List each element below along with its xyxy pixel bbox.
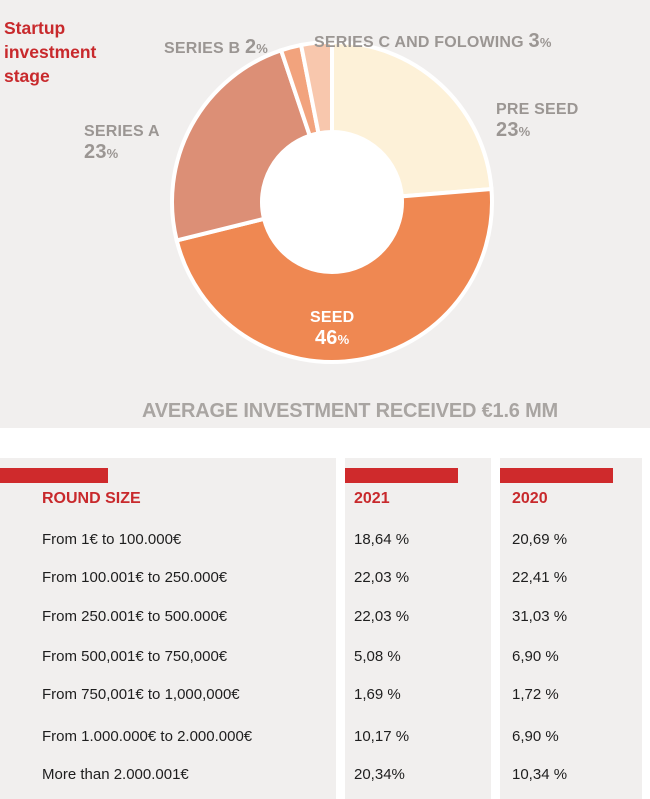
cell-2020: 22,41 % bbox=[512, 569, 567, 586]
title-line-1: Startup bbox=[4, 16, 134, 40]
title-line-3: stage bbox=[4, 64, 134, 88]
cell-2021: 1,69 % bbox=[354, 686, 401, 703]
cell-2021: 22,03 % bbox=[354, 608, 409, 625]
table-row: From 250.001€ to 500.000€ 22,03 % 31,03 % bbox=[0, 608, 650, 632]
seed-name: SEED bbox=[310, 309, 354, 327]
header-2020: 2020 bbox=[512, 490, 548, 508]
cell-2020: 6,90 % bbox=[512, 728, 559, 745]
round-size-table: ROUND SIZE 2021 2020 From 1€ to 100.000€… bbox=[0, 448, 650, 799]
table-row: From 1.000.000€ to 2.000.000€ 10,17 % 6,90… bbox=[0, 728, 650, 752]
seed-label: SEED 46% bbox=[310, 309, 354, 350]
average-investment-caption: AVERAGE INVESTMENT RECEIVED €1.6 MM bbox=[0, 400, 650, 423]
series-b-label: SERIES B 2% bbox=[164, 36, 268, 59]
series-c-label: SERIES C AND FOLOWING 3% bbox=[314, 30, 552, 53]
series-a-label: SERIES A 23% bbox=[84, 123, 160, 164]
cell-2020: 6,90 % bbox=[512, 648, 559, 665]
series-c-pct-sign: % bbox=[540, 35, 552, 50]
series-b-value: 2 bbox=[245, 36, 256, 58]
column-bar-2020 bbox=[500, 468, 613, 483]
table-row: More than 2.000.001€ 20,34% 10,34 % bbox=[0, 766, 650, 790]
cell-round-size: From 750,001€ to 1,000,000€ bbox=[42, 686, 240, 703]
pre-seed-name: PRE SEED bbox=[496, 101, 579, 119]
cell-round-size: From 1€ to 100.000€ bbox=[42, 531, 181, 548]
cell-2021: 18,64 % bbox=[354, 531, 409, 548]
series-c-value: 3 bbox=[529, 30, 540, 52]
cell-2020: 20,69 % bbox=[512, 531, 567, 548]
seed-value: 46 bbox=[315, 327, 338, 349]
table-row: From 500,001€ to 750,000€ 5,08 % 6,90 % bbox=[0, 648, 650, 672]
cell-2020: 31,03 % bbox=[512, 608, 567, 625]
table-row: From 750,001€ to 1,000,000€ 1,69 % 1,72 % bbox=[0, 686, 650, 710]
section-divider bbox=[0, 428, 650, 448]
header-2021: 2021 bbox=[354, 490, 390, 508]
series-b-pct-sign: % bbox=[256, 41, 268, 56]
cell-2021: 20,34% bbox=[354, 766, 405, 783]
table-row: From 1€ to 100.000€ 18,64 % 20,69 % bbox=[0, 531, 650, 555]
pre-seed-pct-sign: % bbox=[519, 124, 531, 139]
cell-2020: 10,34 % bbox=[512, 766, 567, 783]
cell-2021: 10,17 % bbox=[354, 728, 409, 745]
chart-title: Startup investment stage bbox=[4, 16, 134, 88]
cell-round-size: From 1.000.000€ to 2.000.000€ bbox=[42, 728, 252, 745]
cell-round-size: More than 2.000.001€ bbox=[42, 766, 189, 783]
series-a-value: 23 bbox=[84, 141, 107, 163]
series-a-pct-sign: % bbox=[107, 146, 119, 161]
header-round-size: ROUND SIZE bbox=[42, 490, 141, 508]
cell-2021: 5,08 % bbox=[354, 648, 401, 665]
cell-round-size: From 500,001€ to 750,000€ bbox=[42, 648, 227, 665]
title-line-2: investment bbox=[4, 40, 134, 64]
seed-pct-sign: % bbox=[338, 332, 350, 347]
cell-round-size: From 100.001€ to 250.000€ bbox=[42, 569, 227, 586]
cell-round-size: From 250.001€ to 500.000€ bbox=[42, 608, 227, 625]
series-c-name: SERIES C AND FOLOWING bbox=[314, 34, 524, 51]
cell-2021: 22,03 % bbox=[354, 569, 409, 586]
table-row: From 100.001€ to 250.000€ 22,03 % 22,41 % bbox=[0, 569, 650, 593]
series-a-name: SERIES A bbox=[84, 123, 160, 141]
column-bar-2021 bbox=[345, 468, 458, 483]
pre-seed-label: PRE SEED 23% bbox=[496, 101, 579, 142]
series-b-name: SERIES B bbox=[164, 40, 240, 57]
donut-hole bbox=[262, 132, 402, 272]
chart-panel: Startup investment stage SERIES B 2% SER… bbox=[0, 0, 650, 428]
pre-seed-value: 23 bbox=[496, 119, 519, 141]
cell-2020: 1,72 % bbox=[512, 686, 559, 703]
column-bar-round-size bbox=[0, 468, 108, 483]
